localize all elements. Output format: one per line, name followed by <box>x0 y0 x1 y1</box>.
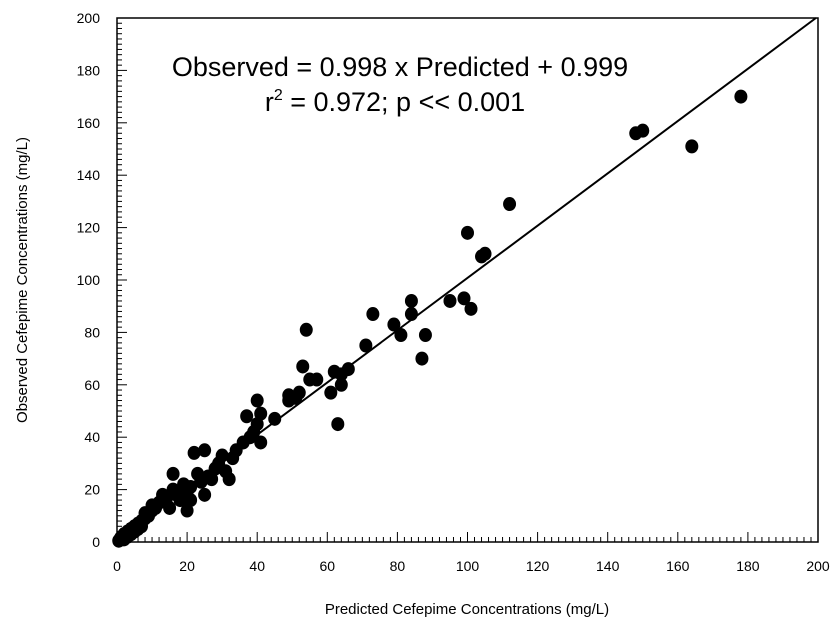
data-point <box>198 487 212 502</box>
x-tick-label: 180 <box>736 558 760 574</box>
y-tick-label: 20 <box>84 482 100 498</box>
r-squared-value: = 0.972; p << 0.001 <box>283 87 525 117</box>
x-tick-label: 120 <box>526 558 550 574</box>
data-point <box>166 466 180 481</box>
data-point <box>478 246 492 261</box>
x-tick-label: 160 <box>666 558 690 574</box>
x-tick-label: 40 <box>249 558 265 574</box>
data-point <box>418 328 432 343</box>
regression-equation: Observed = 0.998 x Predicted + 0.999 <box>172 52 628 82</box>
y-axis-title: Observed Cefepime Concentrations (mg/L) <box>14 137 31 423</box>
data-point <box>464 301 478 316</box>
y-tick-label: 140 <box>77 167 101 183</box>
y-tick-label: 160 <box>77 115 101 131</box>
x-tick-label: 60 <box>320 558 336 574</box>
x-axis-title: Predicted Cefepime Concentrations (mg/L) <box>325 601 609 618</box>
data-point <box>254 435 268 450</box>
data-point <box>404 307 418 322</box>
tick-labels: 0 20 40 60 80 100 120 140 160 180 200 0 20 40 60 80 100 1… <box>77 10 830 574</box>
data-point <box>359 338 373 353</box>
data-point <box>394 328 408 343</box>
x-tick-label: 20 <box>179 558 195 574</box>
y-tick-label: 60 <box>84 377 100 393</box>
data-point <box>299 322 313 337</box>
axis-ticks <box>116 17 819 543</box>
x-tick-label: 200 <box>806 558 830 574</box>
data-point <box>461 225 474 240</box>
x-tick-label: 0 <box>113 558 121 574</box>
data-point <box>415 351 429 366</box>
y-tick-label: 40 <box>84 429 100 445</box>
y-tick-label: 200 <box>77 10 101 26</box>
y-tick-label: 180 <box>77 62 101 78</box>
data-point <box>184 479 198 494</box>
y-tick-label: 120 <box>77 220 101 236</box>
data-point <box>636 123 650 138</box>
data-point <box>187 445 201 460</box>
data-point <box>734 89 748 104</box>
data-point <box>341 362 355 377</box>
data-point <box>198 443 212 458</box>
data-point <box>324 385 338 400</box>
data-points <box>112 89 748 548</box>
data-point <box>443 293 457 308</box>
data-point <box>250 393 264 408</box>
data-point <box>334 377 348 392</box>
y-tick-label: 100 <box>77 272 101 288</box>
y-tick-label: 80 <box>84 324 100 340</box>
data-point <box>457 291 471 306</box>
data-point <box>366 307 380 322</box>
data-point <box>268 411 282 426</box>
data-point <box>387 317 401 332</box>
x-tick-label: 100 <box>456 558 480 574</box>
data-point <box>292 385 306 400</box>
data-point <box>254 406 268 421</box>
r-label: r <box>265 87 274 117</box>
data-point <box>222 472 236 487</box>
data-point <box>331 417 345 432</box>
x-tick-label: 80 <box>390 558 406 574</box>
y-tick-label: 0 <box>92 534 100 550</box>
data-point <box>685 139 699 154</box>
data-point <box>296 359 310 374</box>
data-point <box>184 493 198 508</box>
data-point <box>503 197 517 212</box>
data-point <box>404 293 418 308</box>
data-point <box>240 409 254 424</box>
r-superscript: 2 <box>274 87 283 104</box>
data-point <box>310 372 324 387</box>
x-tick-label: 140 <box>596 558 620 574</box>
data-point <box>215 448 229 463</box>
r-squared-annotation: r2 = 0.972; p << 0.001 <box>265 87 525 117</box>
data-point <box>163 500 177 515</box>
